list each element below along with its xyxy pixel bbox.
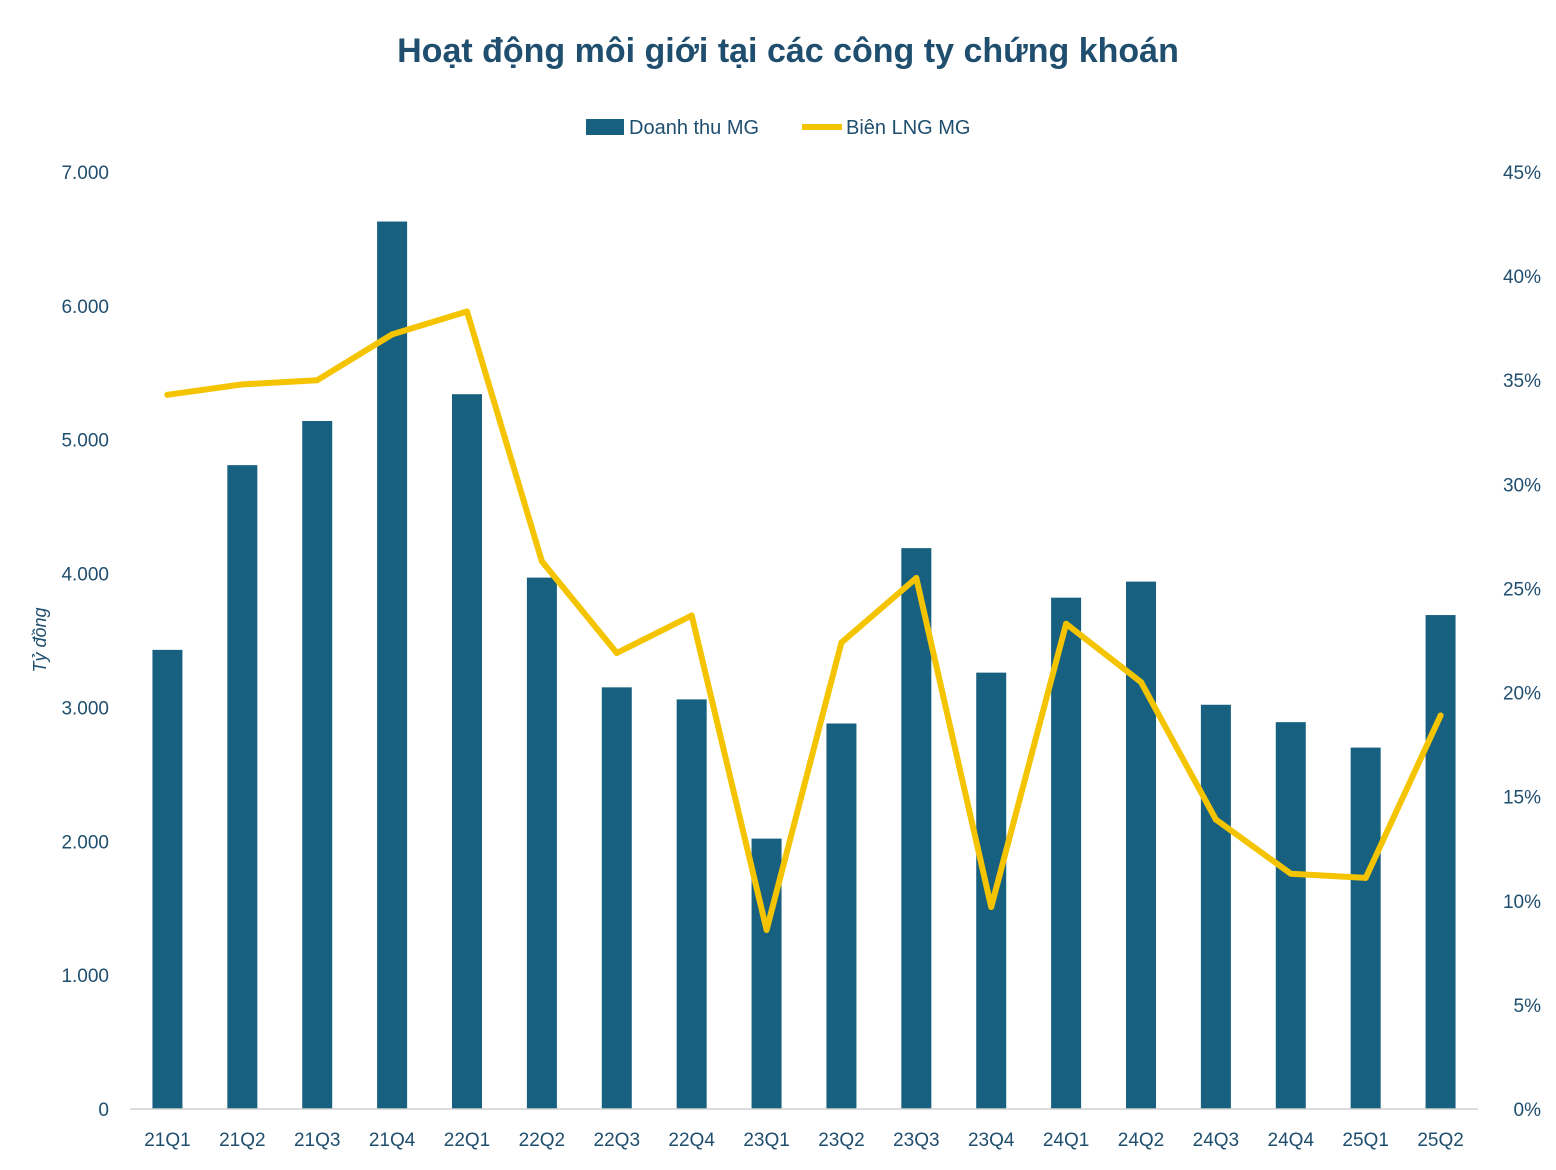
line-point-25Q1: [1362, 874, 1369, 881]
y-tick-label: 4.000: [61, 565, 109, 586]
line-point-24Q1: [1063, 620, 1070, 627]
y2-tick-label: 10%: [1503, 892, 1541, 913]
bar-21Q2: [227, 465, 258, 1109]
x-tick-label: 21Q4: [369, 1130, 416, 1151]
line-point-21Q2: [239, 381, 246, 388]
y2-tick-label: 25%: [1503, 579, 1541, 600]
x-tick-label: 25Q1: [1342, 1130, 1388, 1151]
bar-23Q4: [976, 672, 1007, 1109]
line-series: [164, 308, 1444, 933]
y-axis-ticks: 0 1.000 2.000 3.000 4.000 5.000 6.000 7.000: [61, 163, 109, 1121]
line-point-21Q3: [314, 377, 321, 384]
line-point-22Q3: [613, 649, 620, 656]
y-tick-label: 2.000: [61, 832, 109, 853]
line-point-23Q3: [913, 575, 920, 582]
bar-25Q1: [1350, 747, 1381, 1109]
x-tick-label: 22Q2: [519, 1130, 565, 1151]
x-tick-label: 21Q3: [294, 1130, 340, 1151]
x-tick-label: 23Q3: [893, 1130, 939, 1151]
chart-title: Hoạt động môi giới tại các công ty chứng…: [397, 32, 1179, 70]
x-tick-label: 24Q1: [1043, 1130, 1089, 1151]
line-point-22Q1: [464, 308, 470, 315]
x-tick-label: 24Q2: [1118, 1130, 1164, 1151]
x-tick-label: 22Q4: [668, 1130, 715, 1151]
x-tick-label: 22Q1: [444, 1130, 490, 1151]
x-tick-label: 23Q1: [743, 1130, 789, 1151]
margin-line: [164, 308, 1444, 933]
legend: Doanh thu MG Biên LNG MG: [586, 117, 970, 139]
bar-24Q4: [1275, 722, 1306, 1109]
x-tick-label: 22Q3: [594, 1130, 640, 1151]
y2-tick-label: 30%: [1503, 475, 1541, 496]
legend-label-line: Biên LNG MG: [846, 117, 970, 139]
line-point-24Q4: [1287, 870, 1294, 877]
x-tick-label: 21Q1: [144, 1130, 190, 1151]
y2-tick-label: 0%: [1514, 1100, 1542, 1121]
bar-24Q1: [1051, 597, 1082, 1109]
line-point-24Q2: [1138, 679, 1144, 686]
line-point-25Q2: [1437, 712, 1444, 719]
line-point-21Q4: [389, 331, 396, 338]
x-tick-label: 25Q2: [1417, 1130, 1463, 1151]
bar-24Q2: [1126, 581, 1156, 1109]
bar-21Q3: [302, 420, 333, 1110]
line-point-23Q4: [988, 904, 995, 911]
y2-tick-label: 5%: [1514, 996, 1542, 1017]
bar-series: [152, 221, 1456, 1110]
bar-21Q4: [377, 221, 408, 1109]
bar-22Q4: [676, 699, 707, 1109]
bar-22Q2: [526, 577, 557, 1109]
bar-24Q3: [1200, 704, 1231, 1109]
legend-swatch-bar: [586, 119, 624, 135]
x-axis-ticks: 21Q1 21Q2 21Q3 21Q4 22Q1 22Q2 22Q3 22Q4 23Q1 23Q2…: [144, 1130, 1464, 1151]
line-point-22Q2: [538, 558, 545, 565]
line-point-21Q1: [164, 391, 171, 398]
y2-tick-label: 35%: [1503, 371, 1541, 392]
bar-23Q3: [901, 548, 932, 1109]
x-tick-label: 24Q3: [1193, 1130, 1239, 1151]
x-tick-label: 23Q4: [968, 1130, 1015, 1151]
line-point-23Q2: [838, 639, 845, 646]
bar-22Q1: [452, 394, 482, 1109]
line-point-24Q3: [1212, 816, 1219, 823]
x-tick-label: 21Q2: [219, 1130, 265, 1151]
line-point-23Q1: [763, 926, 770, 933]
y-tick-label: 5.000: [61, 431, 109, 452]
y-tick-label: 6.000: [61, 297, 109, 318]
y-axis-label: Tỷ đồng: [30, 607, 50, 672]
y-tick-label: 7.000: [61, 163, 109, 184]
legend-label-bar: Doanh thu MG: [629, 117, 759, 139]
bar-21Q1: [152, 649, 183, 1109]
x-tick-label: 24Q4: [1268, 1130, 1315, 1151]
x-tick-label: 23Q2: [818, 1130, 864, 1151]
y-tick-label: 1.000: [61, 966, 109, 987]
bar-22Q3: [601, 687, 632, 1109]
y-tick-label: 3.000: [61, 698, 109, 719]
bar-25Q2: [1425, 615, 1456, 1109]
y2-tick-label: 40%: [1503, 267, 1541, 288]
line-point-22Q4: [688, 612, 695, 619]
bar-23Q2: [826, 723, 857, 1109]
y2-axis-ticks: 0% 5% 10% 15% 20% 25% 30% 35% 40% 45%: [1503, 163, 1541, 1121]
y2-tick-label: 45%: [1503, 163, 1541, 184]
y2-tick-label: 15%: [1503, 788, 1541, 809]
y2-tick-label: 20%: [1503, 684, 1541, 705]
y-tick-label: 0: [98, 1100, 109, 1121]
